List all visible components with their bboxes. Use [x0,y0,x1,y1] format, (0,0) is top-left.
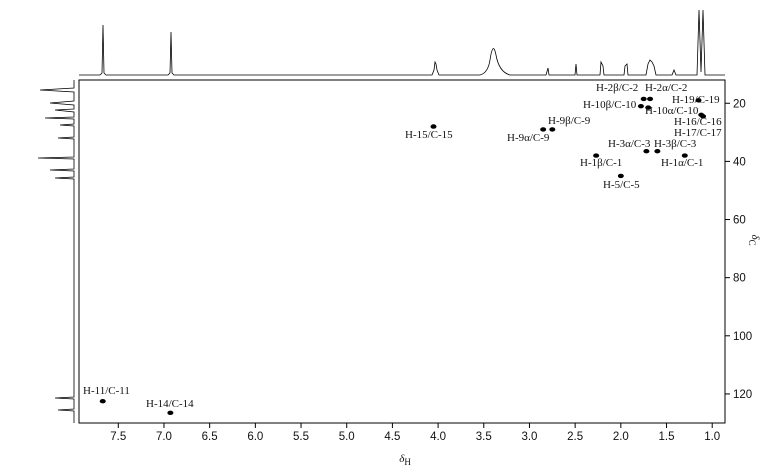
peak-label: H-3β/C-3 [654,138,697,150]
x-tick-label: 1.0 [704,431,720,443]
x-tick-label: 7.5 [110,431,126,443]
peak-label: H-1β/C-1 [580,157,622,169]
peak-label: H-1α/C-1 [661,157,703,169]
peak-label: H-10α/C-10 [645,105,699,117]
plot-frame [78,79,726,424]
cross-peak [640,96,647,102]
cross-peak [540,127,547,132]
y-tick-label: 120 [733,389,752,401]
cross-peak [654,149,661,154]
cross-peak [637,103,644,109]
x-tick-label: 5.5 [293,431,309,443]
cross-peak [700,114,707,119]
peak-label: H-9β/C-9 [548,115,591,127]
cross-peak [549,127,556,132]
cross-peak [99,398,106,404]
cross-peak [645,105,652,110]
peak-label: H-15/C-15 [405,129,453,141]
cross-peak [430,124,437,129]
y-tick-label: 60 [733,215,746,227]
projection-spectra [37,9,725,423]
cross-peak [167,410,174,416]
peak-label: H-10β/C-10 [583,99,637,111]
x-axis-label: δH [399,453,411,467]
x-tick-label: 6.5 [202,431,218,443]
cross-peak [617,173,624,179]
cross-peak [643,149,650,154]
x-tick-label: 2.0 [613,431,629,443]
peak-label: H-17/C-17 [674,127,722,139]
x-tick-label: 2.5 [567,431,583,443]
cross-peak [695,98,702,103]
y-tick-label: 100 [733,331,752,343]
peak-label: H-11/C-11 [83,385,130,397]
y-tick-label: 40 [733,156,746,168]
peak-label: H-2α/C-2 [645,82,687,94]
cross-peak [681,153,688,158]
x-tick-label: 4.0 [430,431,446,443]
x-tick-label: 4.5 [384,431,400,443]
x-tick-label: 5.0 [339,431,355,443]
y-axis-label: δC [747,234,761,245]
x-tick-label: 6.0 [247,431,263,443]
peak-label: H-2β/C-2 [596,82,638,94]
x-tick-label: 7.0 [156,431,172,443]
x-tick-label: 3.5 [476,431,492,443]
peak-label: H-3α/C-3 [608,138,651,150]
x-tick-label: 3.0 [521,431,537,443]
peak-label: H-14/C-14 [146,398,194,410]
peak-label: H-19/C-19 [672,94,720,106]
cross-peak [647,96,654,102]
cross-peak [593,153,600,158]
y-tick-label: 20 [733,98,746,110]
y-tick-label: 80 [733,273,746,285]
peak-label: H-9α/C-9 [507,132,550,144]
peak-label: H-16/C-16 [674,116,722,128]
x-tick-label: 1.5 [659,431,675,443]
peak-label: H-5/C-5 [603,179,640,191]
